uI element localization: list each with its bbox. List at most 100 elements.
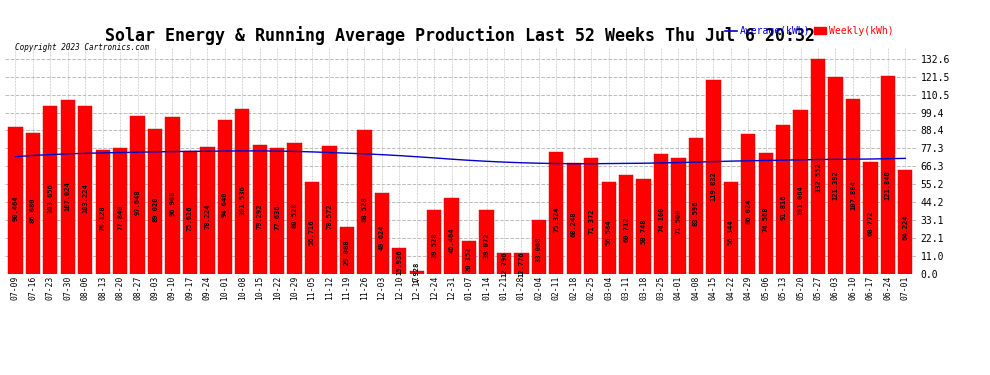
Text: 75.324: 75.324 [553, 206, 559, 232]
Bar [776, 125, 790, 274]
Text: 86.024: 86.024 [745, 198, 751, 224]
Text: 76.128: 76.128 [100, 206, 106, 231]
Text: 58.748: 58.748 [641, 218, 646, 244]
Bar [742, 134, 755, 274]
Bar [706, 80, 721, 274]
Text: 75.616: 75.616 [187, 206, 193, 231]
Bar [427, 210, 442, 274]
Bar [653, 154, 668, 274]
Bar [183, 151, 197, 274]
Text: 79.292: 79.292 [256, 203, 262, 229]
Text: 77.636: 77.636 [274, 204, 280, 230]
Text: 20.152: 20.152 [466, 246, 472, 272]
Text: 89.020: 89.020 [152, 196, 158, 222]
Bar [462, 241, 476, 274]
Bar [78, 106, 92, 274]
Text: 80.528: 80.528 [292, 202, 298, 228]
Text: 107.024: 107.024 [64, 181, 70, 211]
Bar [881, 76, 895, 274]
Bar [758, 153, 773, 274]
Text: 96.908: 96.908 [169, 190, 175, 216]
Text: 12.796: 12.796 [501, 252, 507, 277]
Text: 49.624: 49.624 [379, 225, 385, 250]
Bar [532, 220, 546, 274]
Text: 39.528: 39.528 [432, 232, 438, 258]
Bar [287, 143, 302, 274]
Text: 1.928: 1.928 [414, 262, 420, 283]
Bar [340, 226, 354, 274]
Bar [200, 147, 215, 274]
Bar [863, 162, 877, 274]
Text: 103.224: 103.224 [82, 184, 88, 213]
Text: 119.832: 119.832 [711, 171, 717, 201]
Bar [165, 117, 179, 274]
Bar [602, 182, 616, 274]
Text: 91.816: 91.816 [780, 194, 786, 219]
Bar [131, 116, 145, 274]
Text: 46.464: 46.464 [448, 227, 454, 253]
Text: 29.088: 29.088 [344, 240, 349, 265]
Text: 71.500: 71.500 [675, 209, 681, 234]
Text: 97.648: 97.648 [135, 190, 141, 215]
Text: 56.716: 56.716 [309, 220, 315, 245]
Bar [270, 148, 284, 274]
Text: 94.640: 94.640 [222, 192, 228, 217]
Bar [26, 133, 40, 274]
Text: 71.372: 71.372 [588, 209, 594, 234]
Bar [44, 106, 57, 274]
Bar [95, 150, 110, 274]
Text: 101.064: 101.064 [798, 185, 804, 215]
Text: 86.680: 86.680 [30, 198, 36, 223]
Bar [410, 271, 424, 274]
Bar [357, 130, 371, 274]
Text: 90.464: 90.464 [13, 195, 19, 220]
Text: 74.568: 74.568 [762, 207, 768, 232]
Text: 68.248: 68.248 [571, 211, 577, 237]
Bar [148, 129, 162, 274]
Text: 74.100: 74.100 [658, 207, 664, 232]
Bar [60, 100, 75, 274]
Bar [845, 99, 860, 274]
Text: 56.344: 56.344 [728, 220, 734, 245]
Text: 39.072: 39.072 [483, 232, 489, 258]
Bar [305, 182, 319, 274]
Text: 83.596: 83.596 [693, 200, 699, 225]
Bar [637, 178, 650, 274]
Text: 121.392: 121.392 [833, 170, 839, 200]
Text: 12.776: 12.776 [519, 252, 525, 277]
Bar [566, 163, 581, 274]
Bar [218, 120, 232, 274]
Legend: Average(kWh), Weekly(kWh): Average(kWh), Weekly(kWh) [722, 22, 897, 40]
Bar [497, 253, 511, 274]
Text: 101.536: 101.536 [240, 185, 246, 214]
Text: 33.008: 33.008 [536, 237, 542, 262]
Bar [8, 127, 23, 274]
Text: 107.884: 107.884 [850, 180, 856, 210]
Text: 132.552: 132.552 [815, 162, 821, 192]
Bar [514, 253, 529, 274]
Bar [811, 59, 826, 274]
Bar [584, 158, 598, 274]
Bar [671, 158, 686, 274]
Text: 68.772: 68.772 [867, 211, 873, 236]
Text: 78.572: 78.572 [327, 204, 333, 229]
Bar [445, 198, 458, 274]
Bar [793, 110, 808, 274]
Bar [113, 148, 128, 274]
Bar [724, 183, 738, 274]
Text: 60.712: 60.712 [623, 217, 629, 242]
Bar [689, 138, 703, 274]
Text: 15.936: 15.936 [396, 249, 402, 275]
Text: 78.224: 78.224 [204, 204, 210, 230]
Bar [252, 145, 267, 274]
Bar [619, 176, 634, 274]
Text: 88.528: 88.528 [361, 196, 367, 222]
Bar [235, 109, 249, 274]
Text: 103.656: 103.656 [48, 183, 53, 213]
Bar [829, 77, 842, 274]
Bar [549, 152, 563, 274]
Text: 64.224: 64.224 [902, 214, 908, 240]
Bar [323, 146, 337, 274]
Bar [898, 170, 913, 274]
Text: 56.584: 56.584 [606, 220, 612, 245]
